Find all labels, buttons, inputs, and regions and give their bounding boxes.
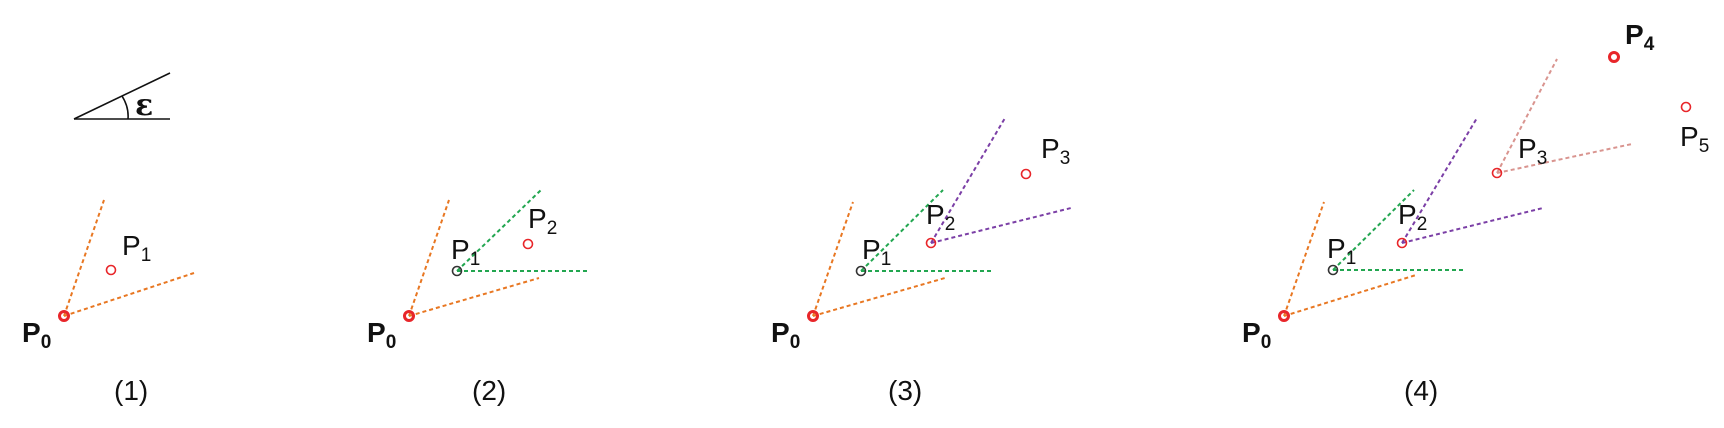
p0-cone-lower-ray	[1283, 274, 1417, 317]
point-p4	[1608, 51, 1620, 63]
label-p2: P2	[528, 203, 557, 239]
panel-2: P0 P1 P2 (2)	[367, 189, 588, 406]
point-p2	[1396, 237, 1408, 249]
point-p3	[1491, 167, 1503, 179]
point-p2	[925, 237, 937, 249]
point-p1	[105, 264, 117, 276]
p2-cone-upper-ray	[930, 117, 1006, 244]
caption-panel-3: (3)	[888, 375, 922, 406]
panel-4: P0 P1 P2 P3 P4 P5 (4)	[1242, 19, 1709, 406]
epsilon-legend-arc	[121, 95, 129, 120]
p2-cone-lower-ray	[1401, 207, 1544, 244]
label-p1: P1	[862, 234, 891, 270]
label-p1: P1	[1327, 233, 1356, 269]
label-p1: P1	[451, 234, 480, 270]
p1-cone-upper-ray	[456, 189, 542, 272]
caption-panel-2: (2)	[472, 375, 506, 406]
label-p4: P4	[1625, 19, 1655, 55]
p1-cone-upper-ray	[1332, 189, 1415, 271]
p0-cone-lower-ray	[408, 277, 540, 317]
point-p5	[1680, 101, 1692, 113]
label-p0: P0	[771, 317, 800, 353]
p3-cone-upper-ray	[1496, 58, 1558, 174]
p0-cone-upper-ray	[63, 199, 105, 317]
p2-cone-upper-ray	[1401, 117, 1478, 244]
point-p1	[855, 265, 867, 277]
panel-1: P0 P1 (1)	[22, 199, 195, 406]
caption-panel-4: (4)	[1404, 375, 1438, 406]
point-p0	[403, 310, 415, 322]
label-p5: P5	[1680, 121, 1709, 157]
point-p1	[1327, 264, 1339, 276]
panel-3: P0 P1 P2 P3 (3)	[771, 117, 1072, 406]
label-p0: P0	[1242, 317, 1271, 353]
label-p2: P2	[926, 199, 955, 235]
label-p2: P2	[1398, 199, 1427, 235]
p0-cone-lower-ray	[812, 277, 946, 317]
label-p3: P3	[1041, 133, 1070, 169]
label-p1: P1	[122, 230, 151, 266]
point-p0	[1278, 310, 1290, 322]
label-p0: P0	[367, 317, 396, 353]
p0-cone-lower-ray	[63, 272, 195, 317]
p0-cone-upper-ray	[408, 199, 450, 317]
p0-cone-upper-ray	[1283, 201, 1325, 317]
p3-cone-lower-ray	[1496, 143, 1633, 174]
point-p0	[58, 310, 70, 322]
point-p3	[1020, 168, 1032, 180]
label-p3: P3	[1518, 133, 1547, 169]
point-p2	[522, 238, 534, 250]
epsilon-legend: ε	[73, 72, 171, 123]
p1-cone-upper-ray	[860, 189, 944, 272]
label-p0: P0	[22, 317, 51, 353]
p2-cone-lower-ray	[930, 207, 1072, 244]
epsilon-symbol: ε	[135, 88, 153, 123]
point-p1	[451, 265, 463, 277]
caption-panel-1: (1)	[114, 375, 148, 406]
p0-cone-upper-ray	[812, 201, 854, 317]
point-p0	[807, 310, 819, 322]
